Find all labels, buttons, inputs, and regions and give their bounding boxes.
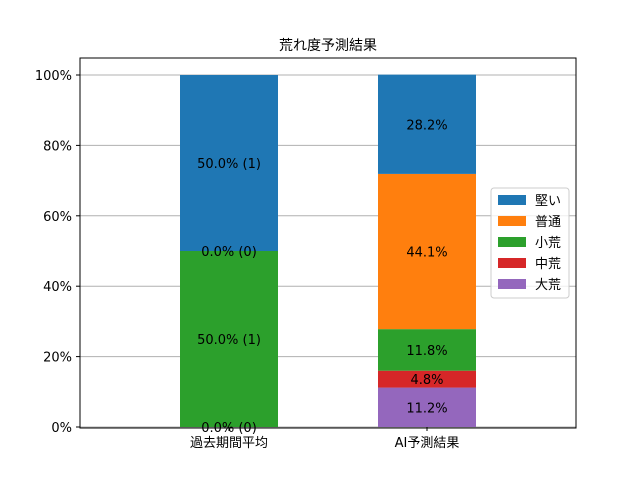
y-tick-label: 100% — [35, 69, 72, 84]
bar-segment — [378, 370, 476, 388]
legend-label: 大荒 — [535, 278, 561, 293]
legend-swatch — [498, 195, 526, 205]
legend-label: 堅い — [535, 194, 561, 209]
bar-segment — [378, 329, 476, 371]
data-label: 0.0% (0) — [201, 245, 257, 260]
data-label: 50.0% (1) — [197, 333, 261, 348]
legend-label: 中荒 — [535, 257, 561, 272]
data-label: 50.0% (1) — [197, 157, 261, 172]
legend-swatch — [498, 216, 526, 226]
y-axis-ticks: 0% 20% 40% 60% 80% 100% — [35, 69, 80, 436]
legend-frame — [490, 187, 570, 299]
data-label: 4.8% — [410, 373, 443, 388]
y-tick-label: 80% — [43, 139, 72, 154]
data-label: 11.8% — [406, 344, 447, 359]
y-tick-label: 60% — [43, 210, 72, 225]
bar-segment — [180, 75, 278, 251]
chart-title: 荒れ度予測結果 — [279, 38, 377, 54]
y-tick-label: 20% — [43, 351, 72, 366]
x-tick-label: 過去期間平均 — [190, 436, 268, 451]
data-label: 28.2% — [406, 118, 447, 133]
bar-segment — [378, 74, 476, 174]
y-tick-label: 40% — [43, 280, 72, 295]
legend-swatch — [498, 237, 526, 247]
legend-label: 普通 — [535, 215, 561, 230]
legend-swatch — [498, 279, 526, 289]
x-axis-ticks: 過去期間平均 AI予測結果 — [190, 427, 459, 451]
x-tick-label: AI予測結果 — [395, 436, 460, 451]
axes-frame — [79, 57, 577, 429]
y-tick-label: 0% — [51, 421, 72, 436]
data-label: 44.1% — [406, 246, 447, 261]
bars — [180, 74, 476, 427]
data-label: 11.2% — [406, 401, 447, 416]
data-labels: 0.0% (0)50.0% (1)0.0% (0)50.0% (1)11.2%4… — [197, 118, 448, 436]
gridlines — [80, 74, 576, 428]
legend-swatch — [498, 258, 526, 268]
bar-segment — [180, 251, 278, 427]
legend-label: 小荒 — [535, 236, 561, 251]
bar-segment — [378, 173, 476, 330]
bar-segment — [378, 387, 476, 427]
